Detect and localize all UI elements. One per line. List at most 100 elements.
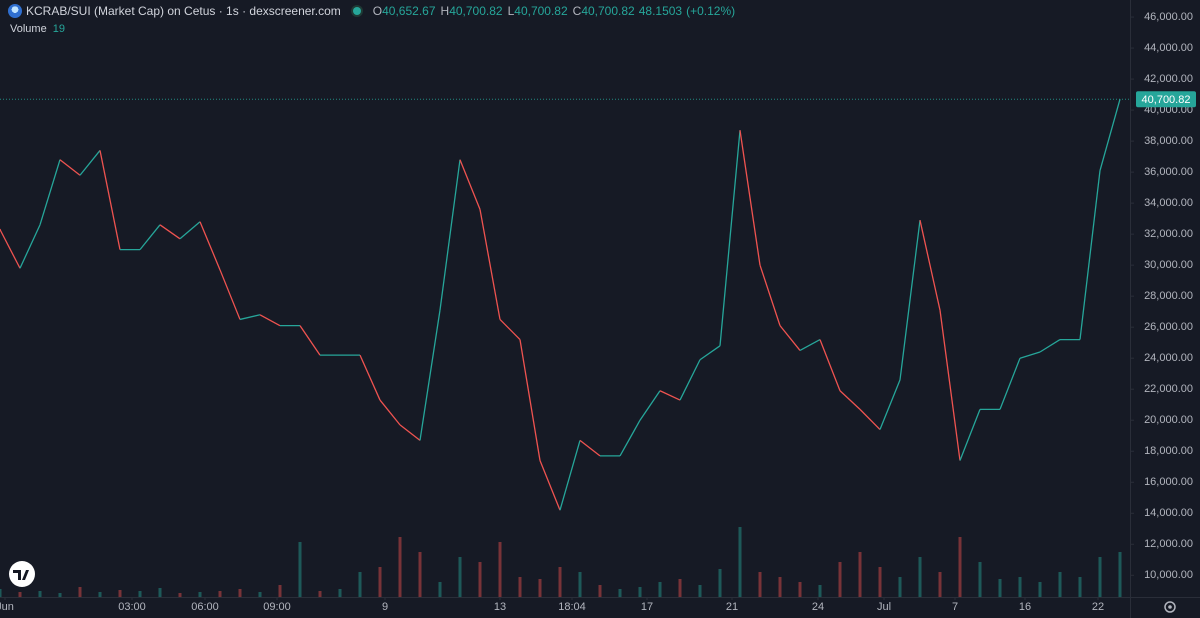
price-segment [79,150,101,176]
legend-header: KCRAB/SUI (Market Cap) on Cetus · 1s · d… [8,4,735,18]
volume-bar [1118,552,1122,597]
ohlc-value: 40,652.67 [382,4,436,18]
price-segment [219,269,241,320]
price-segment [999,357,1021,410]
price-segment [739,130,761,266]
volume-bar [478,562,482,597]
y-tick-label: 32,000.00 [1144,228,1193,240]
price-point [0,228,1,231]
volume-bar [698,585,702,597]
last-price-label: 40,700.82 [1142,94,1191,106]
price-segment [419,310,441,441]
price-segment [879,379,901,430]
x-tick-label: 18:04 [558,601,586,613]
price-segment [99,150,121,250]
volume-bar [1078,577,1082,597]
price-segment [259,314,281,327]
price-segment [959,409,981,461]
ohlc-item: H40,700.82 [441,4,503,18]
volume-bar [598,585,602,597]
price-segment [239,314,261,321]
volume-bar [958,537,962,597]
price-segment [359,354,381,401]
volume-bar [798,582,802,597]
chart-title: KCRAB/SUI (Market Cap) on Cetus · 1s · d… [26,4,341,18]
y-tick-label: 36,000.00 [1144,166,1193,178]
volume-bar [878,567,882,597]
y-tick-label: 24,000.00 [1144,352,1193,364]
volume-bar [118,590,122,597]
price-segment [779,325,801,351]
tv-logo [9,561,35,587]
price-segment [519,339,541,461]
volume-bar [998,579,1002,597]
x-tick-label: Jun [0,601,14,613]
volume-bar [858,552,862,597]
price-segment [499,318,521,341]
price-segment [1039,339,1061,353]
volume-bar [178,593,182,597]
x-tick-label: 21 [726,601,738,613]
ohlc-key: H [440,4,450,18]
price-segment [899,220,921,380]
y-tick-label: 18,000.00 [1144,445,1193,457]
volume-bar [1018,577,1022,597]
price-segment [1099,99,1121,171]
volume-bar [38,591,42,597]
volume-bar [538,579,542,597]
volume-bar [638,587,642,597]
volume-bar [218,591,222,597]
price-segment [559,440,581,511]
y-tick-label: 30,000.00 [1144,259,1193,271]
price-segment [179,221,201,240]
y-tick-label: 34,000.00 [1144,197,1193,209]
y-tick-label: 46,000.00 [1144,11,1193,23]
price-segment [379,399,401,426]
volume-bar [918,557,922,597]
price-segment [659,390,681,401]
price-segment [679,359,701,401]
price-segment [399,424,421,441]
volume-bar [238,589,242,597]
ohlc-item: C40,700.82 [573,4,635,18]
price-segment [1079,170,1101,340]
live-dot [352,7,361,15]
price-segment [619,419,641,457]
price-segment [159,224,181,240]
x-tick-label: Jul [877,601,891,613]
volume-bar [358,572,362,597]
x-tick-label: 13 [494,601,506,613]
volume-bar [718,569,722,597]
y-tick-label: 44,000.00 [1144,42,1193,54]
volume-bar [738,527,742,597]
volume-bar [578,572,582,597]
price-segment [199,221,221,271]
price-segment [139,224,161,251]
x-tick-label: 03:00 [118,601,146,613]
price-segment [819,339,841,392]
x-tick-label: 17 [641,601,653,613]
price-segment [719,130,741,346]
price-segment [939,310,961,461]
volume-legend: Volume 19 [10,23,65,35]
x-tick-label: 09:00 [263,601,291,613]
volume-bar [978,562,982,597]
volume-bar [498,542,502,597]
y-tick-label: 14,000.00 [1144,507,1193,519]
volume-bar [78,587,82,597]
settings-icon[interactable] [1164,601,1176,613]
ohlc-value: 40,700.82 [514,4,568,18]
volume-bar [378,567,382,597]
ohlc-value: 40,700.82 [449,4,503,18]
volume-bar [558,567,562,597]
price-segment [39,159,61,226]
price-segment [919,220,941,311]
volume-bar [1058,572,1062,597]
price-segment [839,390,861,410]
x-tick-label: 24 [812,601,824,613]
volume-bar [58,593,62,597]
x-tick-label: 7 [952,601,958,613]
x-tick-label: 9 [382,601,388,613]
